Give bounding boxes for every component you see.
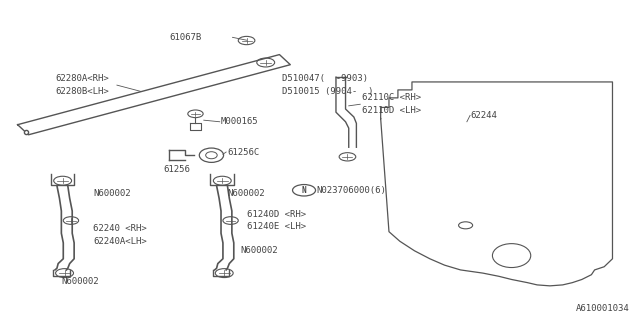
Text: 61256: 61256 xyxy=(164,165,191,174)
Text: M000165: M000165 xyxy=(221,117,259,126)
Text: 62280B<LH>: 62280B<LH> xyxy=(55,87,109,96)
Text: N600002: N600002 xyxy=(240,246,278,255)
Text: N: N xyxy=(301,186,307,195)
Text: A610001034: A610001034 xyxy=(576,304,630,313)
Text: 62244: 62244 xyxy=(470,111,497,120)
Text: 61067B: 61067B xyxy=(170,33,202,42)
Text: 62240A<LH>: 62240A<LH> xyxy=(93,237,147,246)
Text: 61240D <RH>: 61240D <RH> xyxy=(246,210,306,219)
Text: D510047(  -9903): D510047( -9903) xyxy=(282,74,368,83)
Text: 62110D <LH>: 62110D <LH> xyxy=(362,106,420,115)
Text: 62240 <RH>: 62240 <RH> xyxy=(93,224,147,233)
Text: N600002: N600002 xyxy=(61,276,99,285)
Text: N023706000(6): N023706000(6) xyxy=(317,186,387,195)
Text: D510015 (9904-  ): D510015 (9904- ) xyxy=(282,87,373,96)
Text: 62110C <RH>: 62110C <RH> xyxy=(362,93,420,102)
Text: N600002: N600002 xyxy=(93,189,131,198)
Text: 62280A<RH>: 62280A<RH> xyxy=(55,74,109,83)
Text: 61256C: 61256C xyxy=(227,148,260,156)
Text: N600002: N600002 xyxy=(227,189,265,198)
Text: 61240E <LH>: 61240E <LH> xyxy=(246,222,306,231)
